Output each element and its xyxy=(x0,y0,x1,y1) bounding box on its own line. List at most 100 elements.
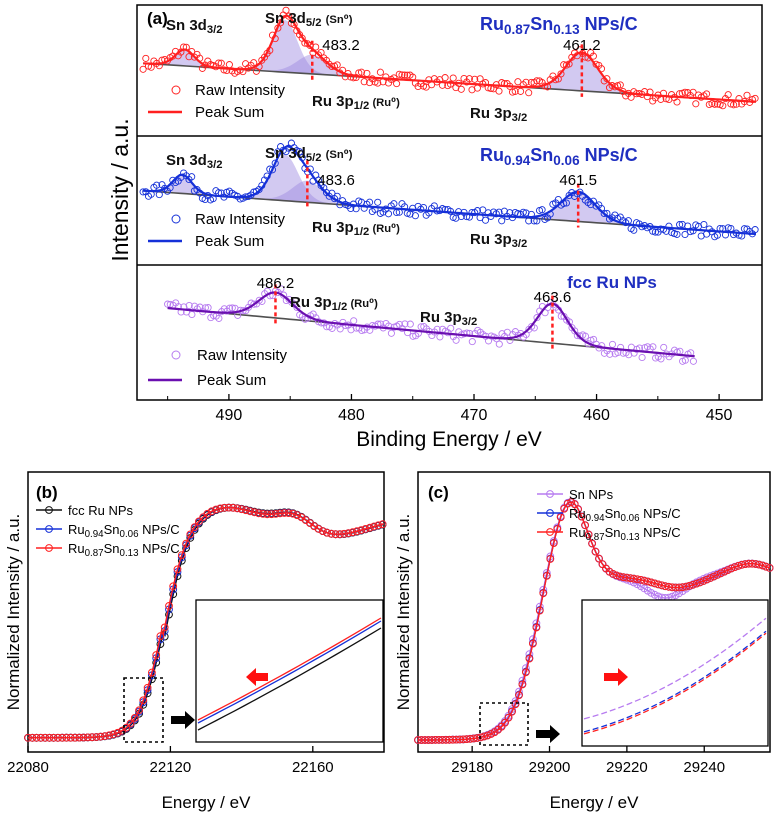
raw-point xyxy=(250,59,258,67)
sn3d52-label: Sn 3d5/2 (Sn⁰) xyxy=(265,145,353,164)
raw-point xyxy=(139,65,147,73)
peak-sum-line xyxy=(167,291,695,358)
tick-label: 29220 xyxy=(606,759,648,776)
tick-label: 29200 xyxy=(529,759,571,776)
legend-marker xyxy=(171,350,181,360)
raw-point xyxy=(293,303,301,312)
legend-label: fcc Ru NPs xyxy=(68,503,134,518)
series-marker xyxy=(365,523,374,532)
series-marker xyxy=(71,733,79,742)
series-marker xyxy=(535,606,544,615)
raw-point xyxy=(164,300,172,308)
raw-point xyxy=(681,230,689,239)
series-marker xyxy=(96,732,105,741)
series-marker xyxy=(212,505,220,514)
legend-marker xyxy=(45,544,53,552)
series-marker xyxy=(755,560,764,569)
legend-label: Raw Intensity xyxy=(195,211,286,228)
series-marker xyxy=(370,522,378,531)
panel-c-ylabel: Normalized Intensity / a.u. xyxy=(394,514,413,711)
raw-point xyxy=(519,208,527,216)
series-marker xyxy=(539,589,548,598)
raw-point xyxy=(217,59,225,67)
raw-point xyxy=(730,101,738,109)
series-marker xyxy=(378,520,387,529)
series-marker xyxy=(156,632,165,640)
series-marker xyxy=(83,733,92,742)
sn3d32-label: Sn 3d3/2 xyxy=(166,17,222,36)
series-marker xyxy=(654,580,663,589)
series-marker xyxy=(546,555,555,563)
series-marker xyxy=(710,572,718,581)
raw-point xyxy=(743,91,751,99)
series-marker xyxy=(195,517,203,526)
legend-label: Peak Sum xyxy=(197,372,266,389)
series-marker xyxy=(525,654,534,663)
ru3p12-label: Ru 3p1/2 (Ru⁰) xyxy=(312,93,400,112)
panel-b-label: (b) xyxy=(36,483,58,502)
raw-point xyxy=(673,98,681,106)
series-marker xyxy=(574,505,582,514)
series-marker xyxy=(186,530,195,539)
raw-point xyxy=(220,66,228,74)
series-marker xyxy=(36,733,45,742)
series-marker xyxy=(331,530,340,539)
series-marker xyxy=(348,528,357,537)
raw-point xyxy=(522,78,530,86)
raw-point xyxy=(393,80,401,88)
legend-marker xyxy=(546,490,554,498)
series-marker xyxy=(224,503,233,512)
raw-point xyxy=(333,61,341,69)
series-marker xyxy=(92,733,101,741)
series-marker xyxy=(54,733,62,742)
raw-point xyxy=(374,198,382,206)
panel-b: (b) 22080 22120 22160 fcc Ru NPs Ru0.94Sn0.… xyxy=(4,471,387,812)
raw-point xyxy=(533,217,541,225)
series-marker xyxy=(314,525,323,533)
series-marker xyxy=(169,582,178,591)
raw-point xyxy=(188,173,196,181)
series-marker xyxy=(713,571,722,579)
tick-label: 470 xyxy=(461,407,488,424)
raw-point xyxy=(562,199,570,207)
series-marker xyxy=(280,509,289,517)
raw-point xyxy=(387,329,395,337)
raw-point xyxy=(360,78,368,86)
panel-a-ylabel: Intensity / a.u. xyxy=(107,118,133,261)
raw-point xyxy=(514,78,522,86)
series-marker xyxy=(532,623,541,632)
raw-point xyxy=(306,42,314,50)
series-marker xyxy=(730,563,739,571)
raw-point xyxy=(657,355,665,363)
series-marker xyxy=(28,733,37,742)
series-marker xyxy=(49,733,58,742)
panel-b-frame xyxy=(27,471,385,753)
raw-point xyxy=(468,338,476,346)
panel-c-label: (c) xyxy=(428,483,449,502)
series-marker xyxy=(58,733,67,742)
series-marker xyxy=(374,521,383,530)
panel-a: (a) Ru0.87Sn0.13 NPs/C Sn 3d3/2 Sn 3d5/2 (… xyxy=(107,4,763,451)
shift-arrow xyxy=(604,668,628,686)
tick-label: 22160 xyxy=(292,759,334,776)
series-marker xyxy=(250,508,259,517)
series-marker xyxy=(177,551,186,559)
legend-label: Ru0.94Sn0.06 NPs/C xyxy=(68,522,180,540)
raw-point xyxy=(215,59,223,67)
raw-point xyxy=(724,224,732,232)
legend-label: Sn NPs xyxy=(569,487,614,502)
panel-c: (c) 29180 29200 29220 29240 Sn NPs Ru0.94Sn0… xyxy=(394,471,774,812)
series-marker xyxy=(113,728,122,737)
series-marker xyxy=(353,527,361,536)
series-marker xyxy=(650,579,659,588)
legend-label: Peak Sum xyxy=(195,104,264,121)
raw-point xyxy=(366,198,374,206)
tick-label: 29240 xyxy=(683,759,725,776)
inset-line xyxy=(197,617,382,721)
raw-point xyxy=(449,74,457,82)
series-marker xyxy=(692,579,701,588)
raw-point xyxy=(573,332,581,340)
raw-point xyxy=(471,75,479,83)
series-marker xyxy=(591,547,600,556)
legend-label: Raw Intensity xyxy=(197,347,288,364)
